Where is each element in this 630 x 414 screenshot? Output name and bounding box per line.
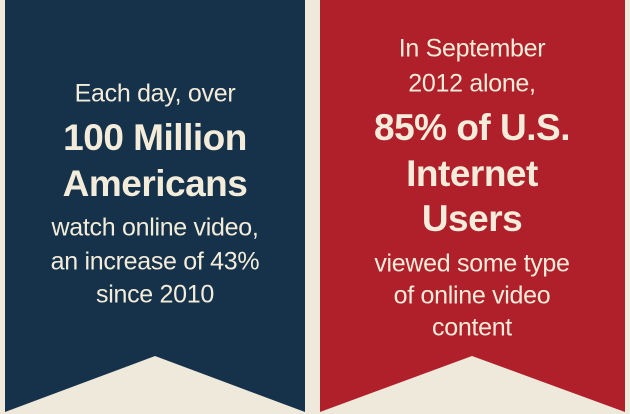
banner-texts: Each day, over 100 Million Americans watch … xyxy=(51,35,571,342)
intro-line: In September xyxy=(399,35,546,63)
detail-line: since 2010 xyxy=(96,281,214,309)
detail-line: content xyxy=(432,314,512,342)
intro-line: Each day, over xyxy=(75,80,236,108)
highlight-line: 100 Million xyxy=(63,117,247,158)
detail-line: viewed some type xyxy=(374,250,569,278)
detail-line: an increase of 43% xyxy=(51,248,260,276)
highlight-line: Users xyxy=(422,198,522,239)
highlight-line: Internet xyxy=(406,153,538,194)
detail-line: of online video xyxy=(394,282,551,310)
intro-line: 2012 alone, xyxy=(408,70,535,98)
highlight-line: Americans xyxy=(63,163,248,204)
banner-left xyxy=(5,0,305,412)
detail-line: watch online video, xyxy=(51,214,259,242)
highlight-line: 85% of U.S. xyxy=(374,107,570,148)
banner-right xyxy=(320,0,625,412)
